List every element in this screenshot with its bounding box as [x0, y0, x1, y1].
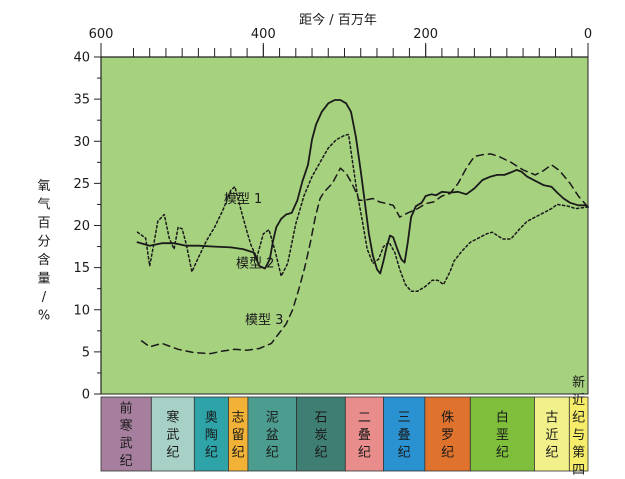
period-label: 寒武纪	[166, 409, 179, 460]
period-cell	[424, 396, 471, 472]
period-cell	[383, 396, 426, 472]
y-tick-label: 5	[82, 345, 90, 360]
period-cell	[534, 396, 570, 472]
period-label: 三叠纪	[398, 410, 411, 460]
series-line-1	[136, 133, 589, 292]
period-cell	[100, 396, 152, 472]
period-label: 白垩纪	[496, 409, 509, 460]
y-tick-label: 30	[73, 135, 90, 150]
y-tick-label: 0	[82, 388, 90, 403]
series-label-1: 模型 1	[224, 192, 262, 207]
y-tick-label: 20	[73, 219, 90, 234]
y-axis-title: 氧气百分含量/%	[37, 179, 50, 324]
x-tick-label: 400	[251, 27, 276, 42]
x-axis-title: 距今 / 百万年	[299, 12, 377, 28]
plot-area	[100, 56, 589, 395]
period-label: 前寒武纪	[120, 401, 133, 470]
period-label: 志留纪	[232, 410, 245, 460]
series-line-2	[136, 99, 589, 275]
series-line-3	[140, 153, 589, 355]
period-label: 古近纪	[545, 410, 558, 460]
series-label-3: 模型 3	[245, 313, 283, 328]
period-label: 奥陶纪	[205, 410, 218, 460]
y-tick-label: 35	[73, 93, 90, 108]
x-tick-label: 0	[584, 27, 592, 42]
period-cell	[568, 396, 589, 472]
period-label: 泥盆纪	[266, 410, 279, 460]
x-tick-label: 200	[413, 27, 438, 42]
period-label: 侏罗纪	[441, 410, 454, 460]
period-label: 二叠纪	[358, 410, 371, 460]
period-cell	[469, 396, 535, 472]
y-tick-label: 15	[73, 261, 90, 276]
y-tick-label: 40	[73, 51, 90, 66]
series-label-2: 模型 2	[236, 257, 274, 272]
period-cell	[247, 396, 298, 472]
y-tick-label: 10	[73, 303, 90, 318]
y-tick-label: 25	[73, 177, 90, 192]
period-label: 石炭纪	[314, 410, 327, 460]
x-tick-label: 600	[89, 27, 114, 42]
period-cell	[344, 396, 384, 472]
period-label: 新近纪与第四纪	[572, 374, 585, 479]
y-axis-title-text: 氧气百分含量/%	[37, 179, 50, 324]
